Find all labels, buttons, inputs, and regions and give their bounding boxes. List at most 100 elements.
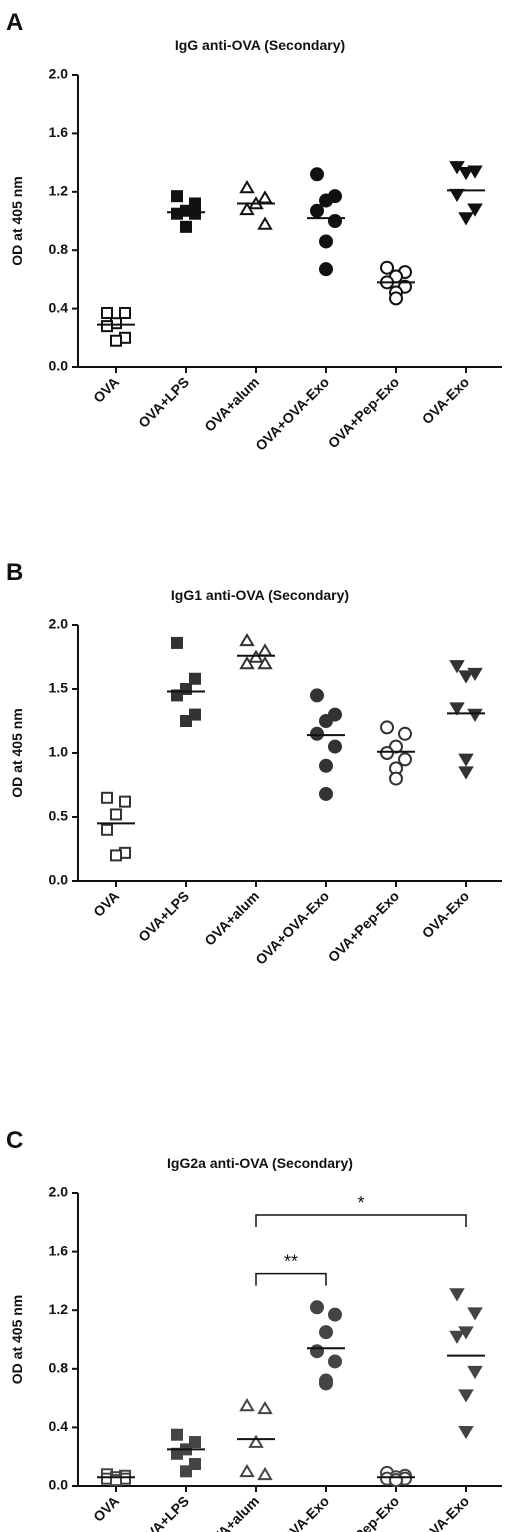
point (180, 220, 192, 233)
point (319, 234, 333, 249)
point (189, 672, 201, 685)
y-tick-label: 2.0 (49, 66, 69, 82)
point (257, 643, 273, 657)
x-tick-label: OVA+OVA-Exo (252, 888, 332, 968)
point (310, 1344, 324, 1359)
point (119, 306, 131, 319)
point (171, 1428, 183, 1441)
point (257, 190, 273, 204)
point (239, 201, 255, 216)
y-tick-label: 0.5 (49, 808, 69, 824)
point (328, 739, 342, 754)
point (389, 1473, 403, 1488)
point (458, 670, 474, 684)
point (110, 334, 122, 347)
point (239, 180, 255, 194)
point (189, 708, 201, 721)
y-tick-label: 1.2 (49, 183, 69, 199)
point (467, 203, 483, 217)
y-tick-label: 1.5 (49, 680, 69, 696)
point (319, 1325, 333, 1340)
chart-title: IgG2a anti-OVA (Secondary) (167, 1155, 353, 1171)
point (319, 758, 333, 773)
x-tick-label: OVA+alum (201, 888, 262, 949)
point (458, 167, 474, 181)
x-tick-label: OVA+alum (201, 1493, 262, 1532)
point (239, 632, 255, 647)
y-tick-label: 0.0 (49, 1477, 69, 1493)
chart-title: IgG anti-OVA (Secondary) (175, 37, 345, 53)
point (110, 1474, 122, 1487)
point (398, 726, 412, 741)
point (449, 702, 465, 716)
point (310, 726, 324, 741)
y-tick-label: 2.0 (49, 1184, 69, 1200)
y-tick-label: 1.6 (49, 124, 69, 140)
point (257, 1400, 273, 1415)
x-tick-label: OVA-Exo (419, 888, 472, 941)
point (328, 1354, 342, 1369)
point (310, 688, 324, 703)
point (449, 188, 465, 203)
point (180, 683, 192, 695)
point (458, 1425, 474, 1440)
point (180, 715, 192, 727)
point (398, 752, 412, 767)
point (189, 1458, 201, 1471)
point (189, 1436, 201, 1449)
panel-label: A (6, 9, 23, 36)
x-tick-label: OVA (90, 888, 122, 920)
y-tick-label: 0.4 (49, 299, 69, 315)
point (467, 1307, 483, 1321)
point (101, 791, 113, 804)
point (257, 216, 273, 230)
point (458, 766, 474, 780)
x-tick-label: OVA+LPS (135, 374, 192, 431)
point (239, 656, 255, 670)
point (458, 212, 474, 226)
point (319, 1376, 333, 1391)
x-tick-label: OVA (90, 374, 122, 406)
y-tick-label: 0.8 (49, 1360, 69, 1376)
point (239, 1463, 255, 1478)
point (467, 708, 483, 722)
point (171, 689, 183, 702)
point (389, 771, 403, 786)
point (101, 823, 113, 836)
significance-label: * (357, 1193, 364, 1213)
x-tick-label: OVA+alum (201, 374, 262, 435)
point (319, 262, 333, 277)
y-tick-label: 1.6 (49, 1242, 69, 1258)
point (380, 720, 394, 735)
point (319, 714, 333, 728)
x-tick-label: OVA-Exo (419, 1493, 472, 1532)
x-tick-label: OVA-Exo (419, 374, 472, 427)
x-tick-label: OVA+Pep-Exo (325, 374, 402, 451)
point (389, 291, 403, 306)
y-tick-label: 0.0 (49, 872, 69, 888)
y-tick-label: 2.0 (49, 616, 69, 632)
point (257, 656, 273, 670)
point (101, 306, 113, 319)
x-tick-label: OVA+LPS (135, 1493, 192, 1532)
significance-bracket (255, 1272, 327, 1286)
point (248, 1434, 264, 1448)
y-axis-label: OD at 405 nm (9, 1295, 25, 1384)
significance-bracket (255, 1214, 467, 1227)
point (328, 1307, 342, 1322)
x-tick-label: OVA (90, 1493, 122, 1525)
point (101, 320, 113, 333)
y-axis-label: OD at 405 nm (9, 176, 25, 265)
point (319, 786, 333, 801)
point (449, 1330, 465, 1344)
point (171, 207, 183, 220)
point (449, 660, 465, 674)
point (310, 1300, 324, 1315)
point (119, 795, 131, 808)
y-tick-label: 1.0 (49, 744, 69, 760)
x-tick-label: OVA+Pep-Exo (325, 1493, 402, 1532)
point (257, 1466, 273, 1481)
point (110, 808, 122, 821)
point (239, 1398, 255, 1412)
